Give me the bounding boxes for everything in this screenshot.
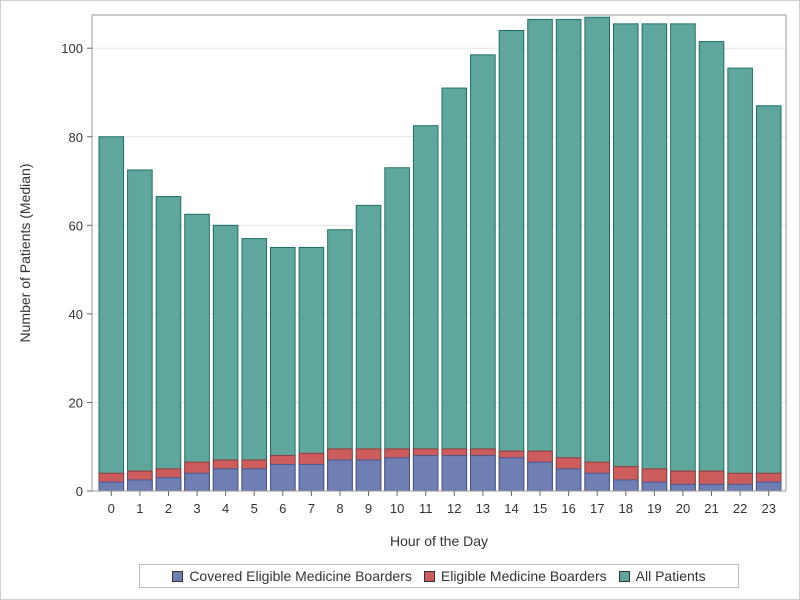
legend-label-eligible: Eligible Medicine Boarders [440,568,607,584]
bar-all-patients [527,18,553,492]
bar-all-patients [727,67,753,492]
bar-all-patients [127,169,153,492]
bar-all-patients [755,105,782,492]
legend-swatch-covered [172,570,184,582]
bar-all-patients [412,125,439,492]
bar-all-patients [584,16,610,492]
bar-covered-boarders [270,463,296,492]
bars [98,16,782,492]
bar-covered-boarders [327,459,353,492]
bar-covered-boarders [498,457,525,492]
x-axis-title: Hour of the Day [390,533,488,549]
bar-covered-boarders [584,472,610,492]
bar-covered-boarders [384,457,410,492]
x-tick-label: 18 [619,501,633,516]
legend-swatch-eligible [423,570,435,582]
bar-all-patients [270,246,296,492]
bar-covered-boarders [241,468,267,492]
bar-all-patients [698,41,725,492]
bar-covered-boarders [212,468,239,492]
x-tick-label: 15 [533,501,547,516]
y-axis-title: Number of Patients (Median) [17,164,33,343]
x-tick-label: 20 [676,501,690,516]
bar-all-patients [98,136,125,492]
x-tick-label: 8 [336,501,343,516]
legend-item-all: All Patients [618,568,706,584]
bar-all-patients [155,196,182,492]
bar-all-patients [212,224,239,492]
legend: Covered Eligible Medicine Boarders Eligi… [139,564,739,588]
bar-covered-boarders [412,455,439,492]
y-tick-label: 20 [69,395,83,410]
bar-covered-boarders [555,468,582,492]
x-tick-label: 14 [504,501,518,516]
bar-covered-boarders [613,479,639,492]
bar-covered-boarders [98,481,125,492]
bar-all-patients [613,23,639,492]
legend-item-eligible: Eligible Medicine Boarders [423,568,607,584]
bar-all-patients [241,238,267,492]
legend-label-all: All Patients [635,568,706,584]
x-tick-label: 6 [279,501,286,516]
x-tick-label: 19 [647,501,661,516]
legend-item-covered: Covered Eligible Medicine Boarders [172,568,412,584]
bar-covered-boarders [298,463,325,492]
bar-covered-boarders [155,477,182,492]
x-tick-label: 0 [108,501,115,516]
bar-all-patients [355,204,382,492]
bar-all-patients [498,29,525,492]
plot-area-border [91,14,787,492]
bar-all-patients [384,167,410,492]
bar-all-patients [184,213,210,492]
x-tick-label: 3 [193,501,200,516]
legend-swatch-all [618,570,630,582]
bar-all-patients [470,54,496,492]
x-tick-label: 7 [308,501,315,516]
bar-covered-boarders [527,461,553,492]
x-tick-label: 21 [704,501,718,516]
y-tick-label: 0 [76,484,83,499]
x-tick-label: 2 [165,501,172,516]
x-tick-label: 13 [476,501,490,516]
bar-covered-boarders [470,455,496,492]
y-tick-label: 80 [69,130,83,145]
bar-all-patients [641,23,668,492]
x-tick-label: 5 [251,501,258,516]
x-tick-label: 17 [590,501,604,516]
bar-all-patients [298,246,325,492]
bar-all-patients [555,18,582,492]
x-tick-label: 9 [365,501,372,516]
x-tick-label: 16 [561,501,575,516]
bar-covered-boarders [127,479,153,492]
bar-covered-boarders [441,455,468,492]
x-tick-label: 4 [222,501,229,516]
x-tick-label: 11 [419,501,433,516]
x-tick-label: 1 [136,501,143,516]
y-tick-label: 60 [69,218,83,233]
x-tick-label: 23 [761,501,775,516]
bar-all-patients [441,87,468,492]
bar-covered-boarders [727,483,753,492]
bar-covered-boarders [355,459,382,492]
legend-label-covered: Covered Eligible Medicine Boarders [189,568,412,584]
bar-covered-boarders [670,483,696,492]
y-tick-label: 100 [61,41,83,56]
bar-covered-boarders [641,481,668,492]
x-tick-label: 22 [733,501,747,516]
bar-covered-boarders [755,481,782,492]
bar-covered-boarders [184,472,210,492]
y-tick-label: 40 [69,307,83,322]
x-tick-label: 10 [390,501,404,516]
bar-covered-boarders [698,483,725,492]
bar-all-patients [670,23,696,492]
x-tick-label: 12 [447,501,461,516]
